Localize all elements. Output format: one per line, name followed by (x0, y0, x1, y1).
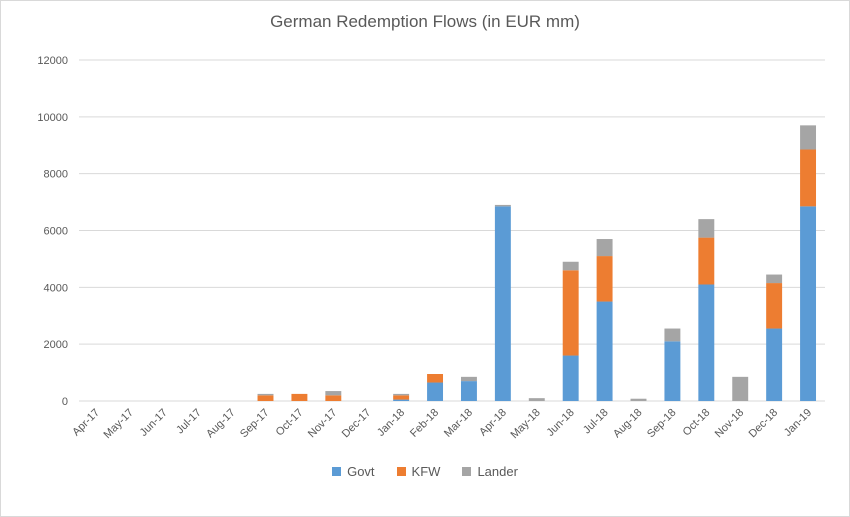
legend-item-lander: Lander (462, 464, 518, 479)
bar-lander-jan-18 (393, 393, 410, 396)
bar-lander-mar-18 (460, 376, 477, 382)
bar-lander-sep-18 (664, 328, 681, 342)
bar-kfw-dec-18 (766, 283, 783, 329)
bar-lander-apr-18 (494, 204, 511, 207)
x-tick-label: Jul-18 (581, 407, 611, 437)
bar-kfw-sep-17 (257, 395, 274, 401)
x-tick-label: May-18 (508, 407, 542, 441)
bar-kfw-jun-18 (562, 270, 579, 356)
x-tick-label: Jul-17 (174, 407, 204, 437)
bar-kfw-jul-18 (596, 256, 613, 302)
x-tick-label: Dec-17 (340, 407, 374, 441)
y-tick-label: 4000 (44, 282, 68, 294)
legend-label: Lander (477, 464, 518, 479)
legend-swatch (332, 467, 342, 476)
x-tick-label: Nov-17 (306, 407, 340, 441)
x-tick-label: Sep-18 (645, 407, 679, 441)
chart-title: German Redemption Flows (in EUR mm) (270, 12, 580, 31)
x-tick-label: May-17 (102, 407, 136, 441)
legend-item-kfw: KFW (396, 464, 441, 479)
bar-govt-dec-18 (766, 328, 783, 401)
x-tick-label: Apr-18 (477, 407, 509, 439)
x-tick-label: Nov-18 (713, 407, 747, 441)
x-tick-label: Apr-17 (70, 407, 102, 439)
y-tick-label: 2000 (44, 339, 68, 351)
bar-lander-oct-18 (698, 219, 715, 238)
x-tick-label: Oct-18 (681, 407, 713, 439)
bar-govt-jul-18 (596, 301, 613, 401)
y-tick-label: 6000 (44, 226, 68, 238)
bar-lander-aug-18 (630, 398, 647, 401)
bar-lander-dec-18 (766, 274, 783, 284)
x-tick-label: Oct-17 (274, 407, 306, 439)
bar-lander-nov-18 (732, 376, 749, 401)
bar-kfw-jan-19 (800, 149, 817, 207)
x-tick-label: Dec-18 (747, 407, 781, 441)
bar-lander-nov-17 (325, 391, 342, 396)
x-tick-label: Sep-17 (238, 407, 272, 441)
legend-swatch (462, 467, 472, 476)
bar-govt-apr-18 (494, 206, 511, 401)
y-tick-label: 10000 (37, 112, 68, 124)
bar-govt-mar-18 (460, 381, 477, 401)
x-tick-label: Jan-18 (375, 407, 407, 439)
legend-swatch (396, 467, 406, 476)
bar-kfw-nov-17 (325, 395, 342, 401)
bar-lander-jun-18 (562, 261, 579, 271)
y-tick-label: 8000 (44, 169, 68, 181)
x-tick-label: Aug-18 (611, 407, 645, 441)
bar-govt-jun-18 (562, 355, 579, 401)
y-tick-label: 0 (62, 396, 68, 408)
bar-kfw-oct-18 (698, 237, 715, 285)
bar-govt-oct-18 (698, 284, 715, 401)
bar-lander-sep-17 (257, 393, 274, 396)
chart-legend: Govt KFW Lander (0, 464, 850, 479)
x-tick-label: Feb-18 (408, 407, 441, 440)
bar-govt-jan-19 (800, 206, 817, 401)
bar-govt-feb-18 (427, 382, 444, 401)
y-tick-label: 12000 (37, 55, 68, 67)
bar-govt-sep-18 (664, 341, 681, 401)
bar-lander-may-18 (528, 398, 545, 401)
x-tick-label: Jan-19 (782, 407, 814, 439)
bar-kfw-feb-18 (427, 374, 444, 383)
legend-item-govt: Govt (332, 464, 375, 479)
legend-label: KFW (411, 464, 441, 479)
x-tick-label: Aug-17 (204, 407, 238, 441)
bar-kfw-oct-17 (291, 393, 308, 401)
x-tick-label: Mar-18 (442, 407, 475, 440)
bar-govt-jan-18 (393, 399, 410, 401)
legend-label: Govt (347, 464, 375, 479)
bar-lander-jan-19 (800, 125, 817, 150)
x-tick-label: Jun-18 (545, 407, 577, 439)
x-tick-label: Jun-17 (138, 407, 170, 439)
bar-lander-jul-18 (596, 239, 613, 257)
bar-kfw-jan-18 (393, 395, 410, 400)
